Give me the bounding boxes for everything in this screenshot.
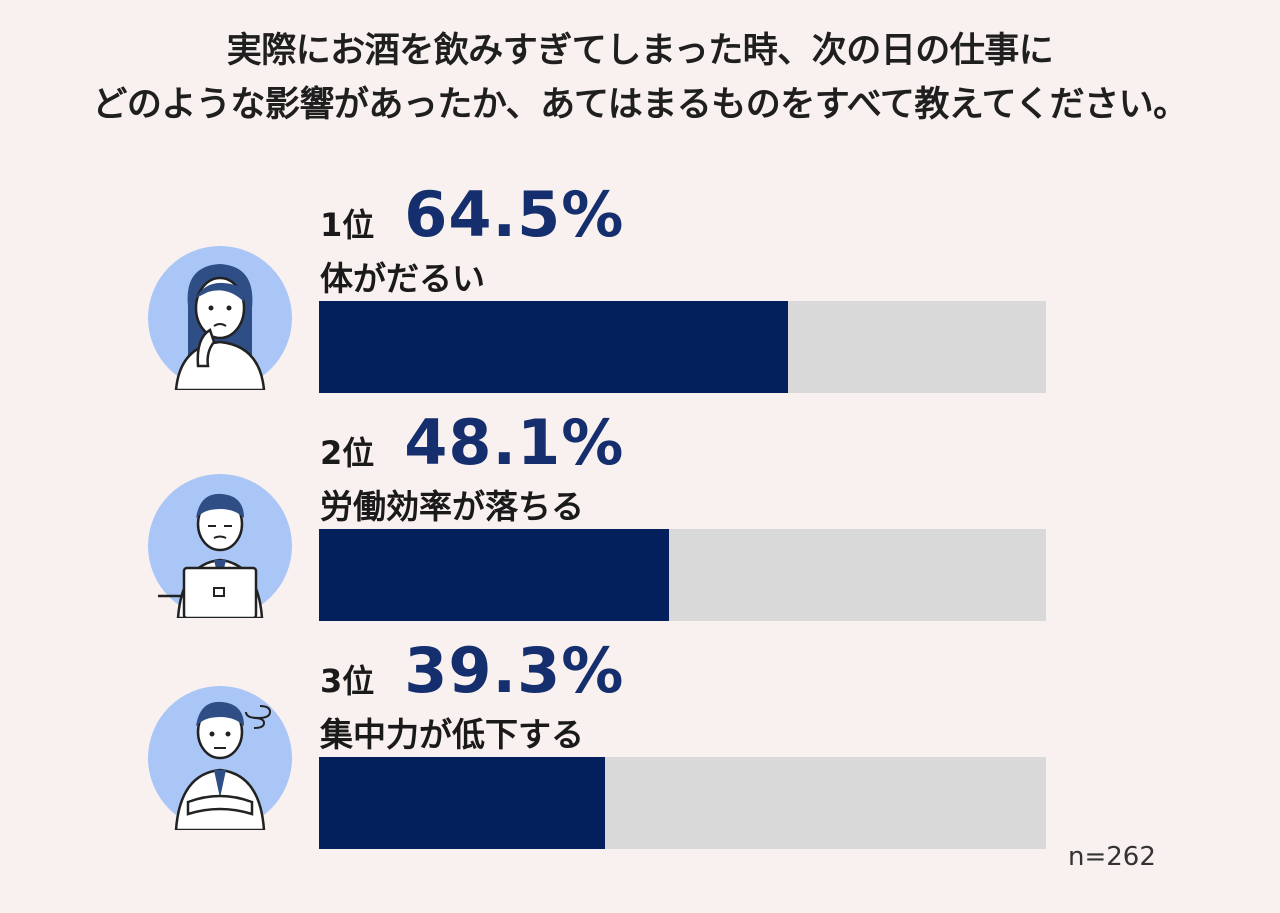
rank-line: 2位 48.1% (320, 406, 625, 479)
title-line-2: どのような影響があったか、あてはまるものをすべて教えてください。 (92, 85, 1188, 125)
rank-label: 3位 (320, 662, 375, 700)
bar (319, 529, 669, 621)
rank-item-1: 1位 64.5% 体がだるい (0, 168, 1280, 398)
rank-item-3: 3位 39.3% 集中力が低下する (0, 624, 1280, 854)
man-dizzy-icon (148, 686, 292, 830)
sample-size-note: n=262 (1068, 842, 1156, 872)
man-laptop-icon (148, 474, 292, 618)
category-label: 集中力が低下する (320, 715, 584, 754)
rank-item-2: 2位 48.1% 労働効率が落ちる (0, 396, 1280, 626)
category-label: 体がだるい (320, 259, 485, 298)
bar-track (319, 529, 1046, 621)
rank-label: 2位 (320, 434, 375, 472)
category-label: 労働効率が落ちる (320, 487, 584, 526)
rank-line: 3位 39.3% (320, 634, 625, 707)
bar-track (319, 757, 1046, 849)
rank-line: 1位 64.5% (320, 178, 625, 251)
chart-title: 実際にお酒を飲みすぎてしまった時、次の日の仕事に どのような影響があったか、あて… (0, 24, 1280, 132)
value-label: 39.3% (404, 634, 625, 707)
woman-tired-icon (148, 246, 292, 390)
bar (319, 301, 788, 393)
value-label: 48.1% (404, 406, 625, 479)
title-line-1: 実際にお酒を飲みすぎてしまった時、次の日の仕事に (226, 31, 1054, 71)
rank-label: 1位 (320, 206, 375, 244)
value-label: 64.5% (404, 178, 625, 251)
bar (319, 757, 605, 849)
bar-track (319, 301, 1046, 393)
